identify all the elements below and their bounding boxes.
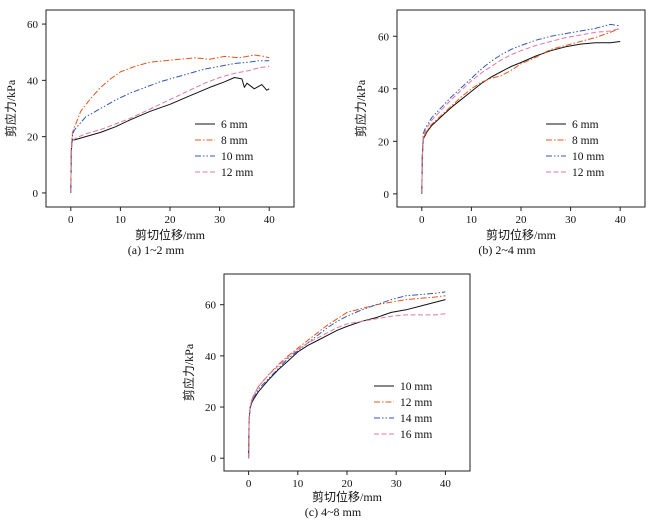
legend-label: 14 mm	[400, 413, 432, 425]
y-tick-label: 40	[205, 351, 217, 363]
series-line-10-mm	[421, 23, 621, 194]
y-tick-label: 20	[27, 132, 39, 144]
panel-caption: (a) 1~2 mm	[128, 243, 185, 257]
x-tick-label: 40	[615, 214, 627, 226]
x-axis-label: 剪切位移/mm	[135, 227, 206, 242]
x-tick-label: 20	[516, 214, 528, 226]
legend-label: 10 mm	[572, 151, 604, 163]
x-tick-label: 10	[115, 214, 127, 226]
legend-label: 10 mm	[400, 381, 432, 393]
legend-label: 12 mm	[400, 397, 432, 409]
x-tick-label: 40	[440, 478, 452, 490]
plot-frame	[45, 9, 295, 208]
x-tick-label: 0	[68, 214, 74, 226]
series-line-12-mm	[70, 65, 270, 193]
x-axis-label: 剪切位移/mm	[312, 489, 383, 504]
y-tick-label: 60	[27, 19, 39, 31]
legend: 6 mm 8 mm 10 mm 12 mm	[546, 119, 604, 179]
x-tick-label: 20	[165, 214, 177, 226]
panel-caption: (b) 2~4 mm	[478, 243, 536, 257]
series-line-6-mm	[70, 77, 270, 193]
series-line-8-mm	[70, 54, 270, 193]
y-tick-label: 60	[378, 31, 390, 43]
legend-label: 12 mm	[221, 167, 253, 179]
legend: 6 mm 8 mm 10 mm 12 mm	[195, 119, 253, 179]
legend-label: 8 mm	[221, 135, 248, 147]
series-line-10-mm	[70, 60, 270, 193]
y-tick-label: 0	[384, 189, 390, 201]
x-tick-label: 0	[419, 214, 425, 226]
chart-panel-2: 0 10 20 30 40 0 20 40 60 6 mm 8 mm 10 mm 12 mm 剪切位移/m…	[353, 9, 646, 257]
legend-label: 16 mm	[400, 429, 432, 441]
x-tick-label: 30	[214, 214, 226, 226]
panel-caption: (c) 4~8 mm	[305, 505, 362, 519]
x-tick-label: 40	[264, 214, 276, 226]
plot-frame	[396, 9, 646, 208]
y-tick-label: 40	[27, 75, 39, 87]
y-tick-label: 0	[211, 453, 217, 465]
series-line-16-mm	[248, 313, 446, 459]
x-tick-label: 0	[246, 478, 252, 490]
legend-label: 12 mm	[572, 167, 604, 179]
x-axis-label: 剪切位移/mm	[486, 227, 557, 242]
y-tick-label: 20	[205, 402, 217, 414]
y-axis-label: 剪应力/kPa	[353, 79, 368, 137]
y-tick-label: 0	[33, 188, 39, 200]
series-line-14-mm	[248, 291, 446, 459]
legend: 10 mm 12 mm 14 mm 16 mm	[374, 381, 432, 441]
chart-panel-3: 0 10 20 30 40 0 20 40 60 10 mm 12 mm 14 mm 16 mm 剪切位移…	[181, 273, 471, 519]
y-axis-label: 剪应力/kPa	[181, 343, 196, 401]
series-line-8-mm	[421, 27, 621, 194]
y-tick-label: 20	[378, 136, 390, 148]
y-tick-label: 40	[378, 84, 390, 96]
y-axis-label: 剪应力/kPa	[3, 79, 18, 137]
plot-frame	[223, 273, 471, 472]
legend-label: 8 mm	[572, 135, 599, 147]
legend-label: 6 mm	[221, 119, 248, 131]
legend-label: 6 mm	[572, 119, 599, 131]
x-tick-label: 20	[342, 478, 354, 490]
x-tick-label: 10	[466, 214, 478, 226]
x-tick-label: 30	[565, 214, 577, 226]
chart-panel-1: 0 10 20 30 40 0 20 40 60 6 mm 8 mm 10 mm 12 mm 剪切位移/m…	[3, 9, 295, 257]
legend-label: 10 mm	[221, 151, 253, 163]
y-tick-label: 60	[205, 300, 217, 312]
x-tick-label: 10	[292, 478, 304, 490]
x-tick-label: 30	[391, 478, 403, 490]
series-line-12-mm	[421, 27, 621, 194]
